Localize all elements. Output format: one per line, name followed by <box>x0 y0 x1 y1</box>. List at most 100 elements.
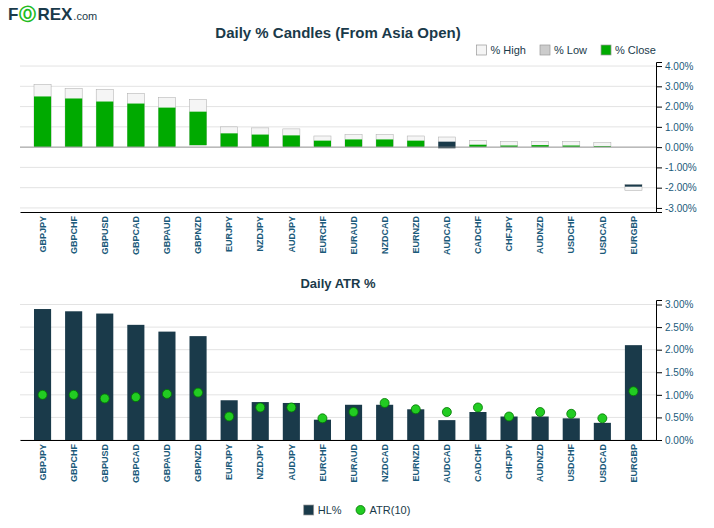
x-tick: GBPUSD <box>100 212 110 255</box>
bar <box>532 417 549 440</box>
grid-line <box>20 187 656 188</box>
x-tick-label: USDCHF <box>566 443 576 481</box>
x-tick-label: GBPJPY <box>38 444 48 481</box>
close-bar <box>283 135 300 146</box>
atr-point <box>131 393 140 402</box>
grid-line <box>20 66 656 67</box>
atr-point <box>38 390 47 399</box>
range-bar <box>283 129 300 147</box>
bar <box>563 418 580 440</box>
legend: % High% Low% Close <box>477 44 656 56</box>
x-tick-label: GBPCHF <box>69 215 79 254</box>
x-tick: EURGBP <box>629 212 639 255</box>
bar <box>469 412 486 440</box>
y-tick: -1.00% <box>656 162 697 173</box>
y-tick: 1.00% <box>656 122 693 133</box>
panel: GBPJPYGBPCHFGBPUSDGBPCADGBPAUDGBPNZDEURJ… <box>20 299 693 483</box>
atr-point <box>318 414 327 423</box>
close-bar <box>252 135 269 147</box>
x-tick-label: AUDCAD <box>442 216 452 255</box>
y-tick-mark <box>656 417 662 418</box>
x-tick-label: GBPAUD <box>162 444 172 483</box>
annotation: REX <box>37 5 73 24</box>
grid-line <box>20 207 656 208</box>
close-bar <box>189 112 206 145</box>
legend-label: ATR(10) <box>370 504 411 516</box>
close-bar <box>625 185 642 187</box>
y-tick-label: 3.00% <box>665 299 693 310</box>
x-tick: AUDCAD <box>442 440 452 483</box>
close-bar <box>407 141 424 147</box>
range-bar <box>127 93 144 146</box>
grid-line <box>20 394 656 395</box>
range-bar <box>34 84 51 146</box>
x-tick-label: EURAUD <box>349 444 359 483</box>
atr-point <box>536 408 545 417</box>
bar <box>594 423 611 440</box>
y-tick-mark <box>656 147 662 148</box>
zero-line <box>20 147 656 148</box>
x-tick: AUDNZD <box>535 440 545 482</box>
x-tick: GBPNZD <box>193 212 203 254</box>
y-tick: 2.00% <box>656 101 693 112</box>
bar <box>65 311 82 440</box>
legend-item: ATR(10) <box>356 504 410 516</box>
x-tick: USDCHF <box>566 440 576 482</box>
x-tick: EURNZD <box>411 212 421 254</box>
y-tick-label: 0.50% <box>665 412 693 423</box>
legend-label: HL% <box>318 504 342 516</box>
close-bar <box>127 104 144 147</box>
y-tick: -2.00% <box>656 182 697 193</box>
x-tick-label: CADCHF <box>473 444 483 482</box>
x-tick: NZDCAD <box>380 212 390 254</box>
x-tick: USDCAD <box>598 440 608 483</box>
annotation: Ⓞ <box>19 5 36 24</box>
y-tick-mark <box>656 440 662 441</box>
x-tick-label: EURGBP <box>629 216 639 255</box>
x-tick-label: EURAUD <box>349 216 359 255</box>
x-tick: AUDCAD <box>442 212 452 255</box>
y-tick-label: 0.00% <box>665 435 693 446</box>
x-axis: GBPJPYGBPCHFGBPUSDGBPCADGBPAUDGBPNZDEURJ… <box>21 212 657 255</box>
x-tick: GBPUSD <box>100 440 110 483</box>
x-tick: AUDJPY <box>286 440 296 481</box>
x-tick-label: GBPUSD <box>100 444 110 483</box>
x-tick: CHFJPY <box>504 212 514 252</box>
legend-swatch <box>540 45 550 55</box>
legend-swatch <box>601 45 611 55</box>
y-tick: 0.50% <box>656 412 693 423</box>
range-bar <box>469 141 486 147</box>
grid-line <box>20 304 656 305</box>
x-tick-label: EURNZD <box>411 444 421 482</box>
x-tick: AUDJPY <box>286 212 296 253</box>
y-tick-mark <box>656 107 662 108</box>
close-bar <box>65 98 82 146</box>
bar <box>221 400 238 440</box>
bar <box>283 403 300 440</box>
range-bar <box>252 128 269 147</box>
grid-line <box>20 327 656 328</box>
close-bar <box>314 141 331 147</box>
x-tick: EURAUD <box>349 212 359 255</box>
y-tick: 2.00% <box>656 344 693 355</box>
legend-item: % High <box>477 44 526 56</box>
close-bar <box>500 146 517 147</box>
range-bar <box>189 100 206 146</box>
x-axis-line <box>21 440 657 441</box>
atr-point <box>100 394 109 403</box>
x-tick: GBPNZD <box>193 440 203 482</box>
legend-label: % Low <box>554 44 587 56</box>
y-tick-mark <box>656 127 662 128</box>
marks <box>34 84 642 190</box>
range-bar <box>96 89 113 146</box>
x-tick-label: EURCHF <box>318 443 328 481</box>
close-bar <box>376 139 393 146</box>
atr-point <box>194 388 203 397</box>
close-bar <box>34 96 51 146</box>
range-bar <box>221 127 238 147</box>
close-bar <box>221 133 238 146</box>
y-tick-label: 2.50% <box>665 322 693 333</box>
x-tick-label: GBPJPY <box>38 216 48 253</box>
y-axis-line <box>657 63 663 213</box>
x-tick: GBPJPY <box>38 212 48 253</box>
